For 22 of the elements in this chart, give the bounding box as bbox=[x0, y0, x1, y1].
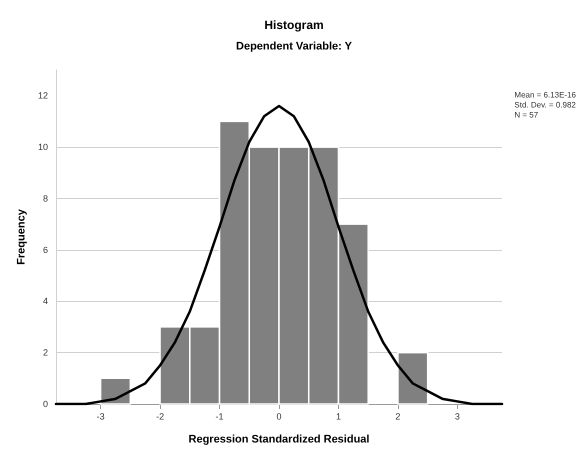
chart-subtitle: Dependent Variable: Y bbox=[236, 40, 353, 52]
y-tick-label: 12 bbox=[38, 90, 48, 101]
x-tick-label: -2 bbox=[156, 412, 164, 422]
y-tick-label: 4 bbox=[42, 296, 48, 306]
x-tick-label: 0 bbox=[276, 412, 282, 422]
chart-title: Histogram bbox=[264, 18, 324, 32]
x-tick-label: -1 bbox=[216, 412, 224, 422]
x-tick-label: 3 bbox=[454, 412, 460, 422]
y-tick-label: 10 bbox=[38, 142, 48, 152]
y-axis-title: Frequency bbox=[16, 208, 28, 265]
line-series bbox=[54, 104, 504, 406]
x-axis-title: Regression Standardized Residual bbox=[188, 434, 370, 446]
text: N = 57 bbox=[514, 110, 539, 120]
y-tick-label: 8 bbox=[42, 193, 48, 204]
text: Mean = 6.13E-16 bbox=[514, 90, 577, 100]
text: Std. Dev. = 0.982 bbox=[514, 100, 576, 110]
y-tick-label: 0 bbox=[42, 399, 48, 409]
y-tick-label: 6 bbox=[42, 244, 48, 255]
y-tick-label: 2 bbox=[42, 348, 48, 358]
x-tick-label: 2 bbox=[395, 412, 400, 422]
x-tick-label: 1 bbox=[336, 412, 341, 422]
x-tick-label: -3 bbox=[96, 412, 105, 422]
